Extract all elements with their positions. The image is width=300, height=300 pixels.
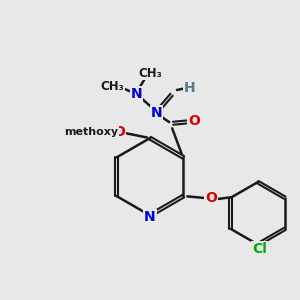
Text: O: O	[188, 114, 200, 128]
Text: O: O	[205, 191, 217, 206]
Text: H: H	[184, 81, 195, 94]
Text: N: N	[131, 86, 142, 100]
Text: Cl: Cl	[252, 242, 267, 256]
Text: CH₃: CH₃	[138, 67, 162, 80]
Text: methoxy: methoxy	[64, 127, 118, 136]
Text: O: O	[113, 124, 125, 139]
Text: CH₃: CH₃	[101, 80, 124, 93]
Text: N: N	[151, 106, 163, 120]
Text: N: N	[144, 210, 156, 224]
